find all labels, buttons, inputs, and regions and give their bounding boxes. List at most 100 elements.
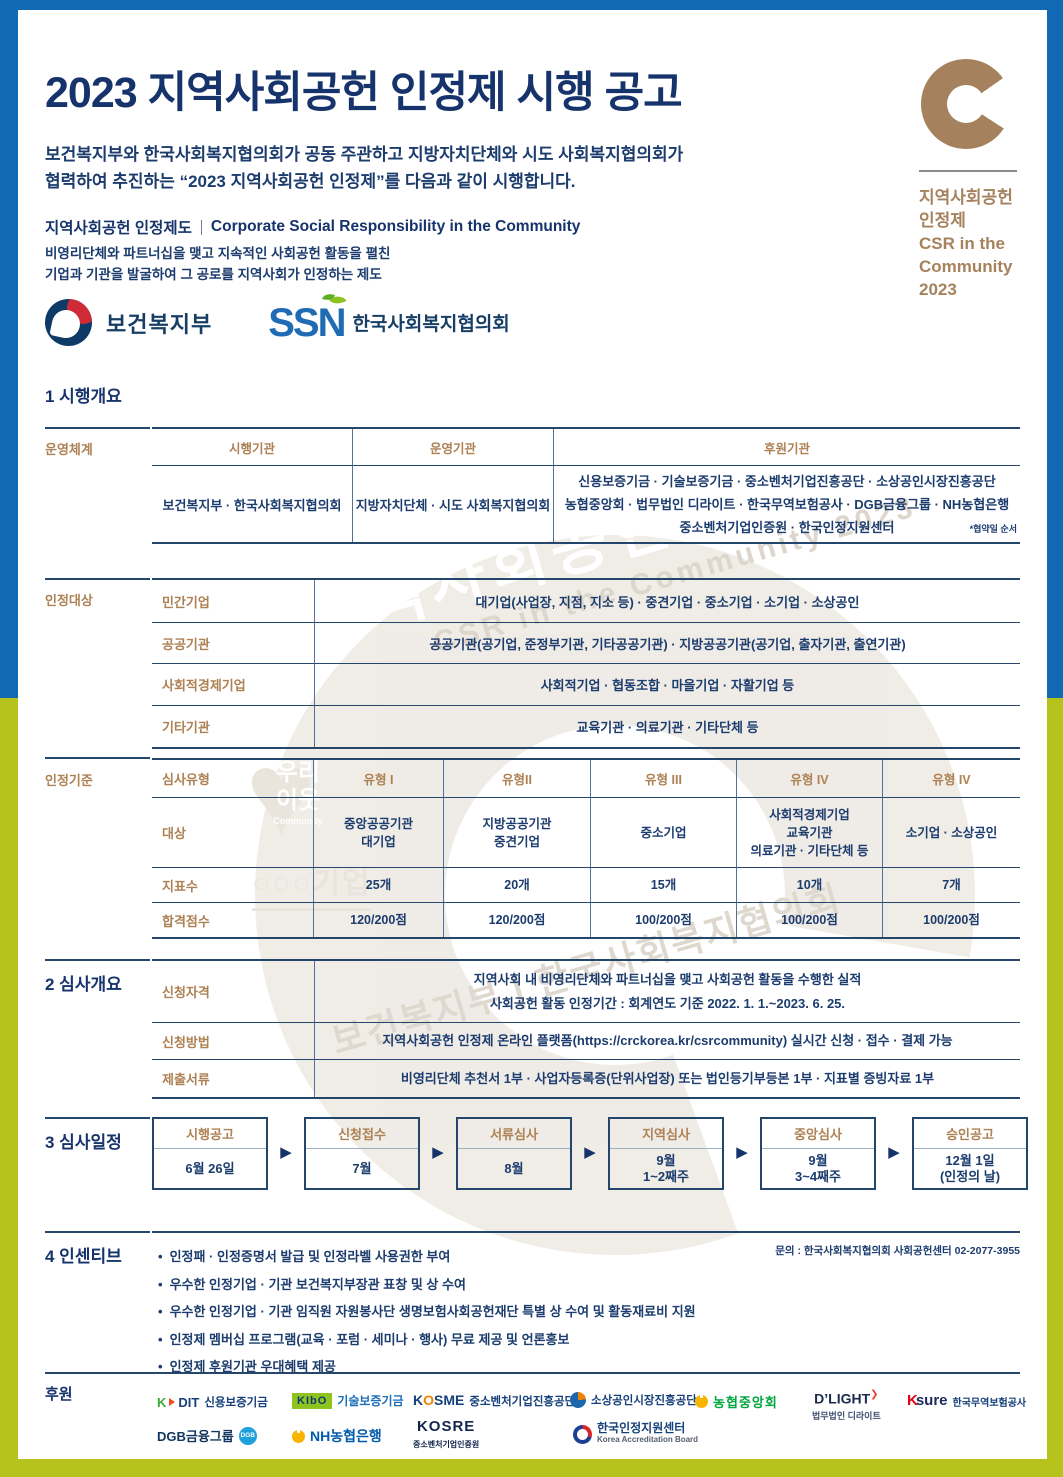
rule [152,1231,1020,1233]
sponsor-ksure: Ksure 한국무역보험공사 [907,1392,1027,1409]
page-title: 2023 지역사회공헌 인정제 시행 공고 [45,69,683,117]
table-cell: 100/200점 [590,902,736,937]
row-label: 민간기업 [162,594,210,610]
table-cell: 교육기관 · 의료기관 · 기타단체 등 [314,705,1020,747]
criteria-table: 심사유형 유형 I 유형II 유형 III 유형 IV 유형 IV 대상 중앙공… [152,758,1020,939]
ssn-logo-text: 한국사회복지협의회 [352,314,510,335]
csr-badge-c-icon [921,59,1011,149]
frame-right [1047,0,1063,1477]
watermark-text: Community [273,816,323,826]
table-cell: 지방공공기관 중견기업 [443,797,590,867]
frame-left [0,0,18,1477]
schedule-step: 승인공고 12월 1일 (인정의 날) [912,1117,1028,1190]
schedule-step: 신청접수 7월 [304,1117,420,1190]
badge-text: 지역사회공헌 인정제 CSR in the Community 2023 [919,188,1013,299]
targets-table: 민간기업 대기업(사업장, 지점, 지소 등) · 중견기업 · 중소기업 · … [152,578,1020,749]
type-header: 유형 IV [736,760,882,797]
type-header: 유형 I [313,760,443,797]
section4-heading: 4 인센티브 [45,1247,122,1266]
dgb-logo-icon: DGB [238,1426,257,1445]
program-subtitle: 지역사회공헌 인정제도 Corporate Social Responsibil… [45,216,580,238]
table-cell: 120/200점 [313,902,443,937]
table-cell: 비영리단체 추천서 1부 · 사업자등록증(단위사업장) 또는 법인등기부등본 … [314,1059,1020,1097]
kibo-logo-icon: KIbO [292,1392,333,1409]
rule [45,1372,1020,1374]
organizer-logos: 보건복지부 SSN 한국사회복지협의회 [45,290,510,346]
ssn-logo: SSN 한국사회복지협의회 [268,290,510,343]
table-cell: 지역사회공헌 인정제 온라인 플랫폼(https://crckorea.kr/c… [314,1022,1020,1059]
sponsor-nh-bank: NH농협은행 [292,1426,382,1446]
type-header: 유형II [443,760,590,797]
rule [45,757,150,759]
table-cell: 20개 [443,867,590,902]
table-cell: 사회적경제기업 교육기관 의료기관 · 기타단체 등 [736,797,882,867]
rule [45,1117,150,1119]
section1-heading: 1 시행개요 [45,387,122,406]
mohw-logo-text: 보건복지부 [106,311,213,337]
sponsors-heading: 후원 [45,1386,73,1403]
schedule-step: 서류심사 8월 [456,1117,572,1190]
type-header: 유형 III [590,760,736,797]
ssn-acronym: SSN [268,290,347,343]
program-description: 비영리단체와 파트너십을 맺고 지속적인 사회공헌 활동을 펼친 기업과 기관을… [45,246,391,282]
row-label: 신청방법 [152,1022,314,1059]
list-item: 인정제 멤버십 프로그램(교육 · 포럼 · 세미나 · 행사) 무료 제공 및… [158,1326,696,1354]
contact-info: 문의 : 한국사회복지협의회 사회공헌센터 02-2077-3955 [775,1245,1020,1257]
table-cell: 사회적기업 · 협동조합 · 마을기업 · 자활기업 등 [314,663,1020,705]
divider [200,219,202,235]
nonghyup-logo-icon [695,1393,708,1408]
sponsor-kodit: K DIT 신용보증기금 [157,1394,268,1410]
list-item: 우수한 인정기업 · 기관 보건복지부장관 표창 및 상 수여 [158,1271,696,1299]
table-cell: 중앙공공기관 대기업 [313,797,443,867]
row-label: 심사유형 [162,772,210,787]
semas-logo-icon [570,1392,586,1408]
sponsor-semas: 소상공인시장진흥공단 [570,1392,697,1408]
side-label-targets: 인정대상 [45,593,93,608]
table-cell: 보건복지부 · 한국사회복지협의회 [162,497,342,513]
table-cell: 신용보증기금 · 기술보증기금 · 중소벤처기업진흥공단 · 소상공인시장진흥공… [553,466,1020,542]
type-header: 유형 IV [882,760,1020,797]
list-item: 우수한 인정기업 · 기관 임직원 자원봉사단 생명보험사회공헌재단 특별 상 … [158,1298,696,1326]
review-table: 신청자격 지역사회 내 비영리단체와 파트너십을 맺고 사회공헌 활동을 수행한… [152,959,1020,1099]
dlight-accent-icon: ❯ [870,1389,879,1400]
row-label: 신청자격 [162,985,210,1000]
program-name-ko: 지역사회공헌 인정제도 [45,220,192,237]
table-cell: 공공기관(공기업, 준정부기관, 기타공공기관) · 지방공공기관(공기업, 출… [314,622,1020,663]
kodit-swoosh-icon [169,1398,176,1406]
table-cell: 120/200점 [443,902,590,937]
row-label: 사회적경제기업 [152,663,314,705]
watermark-text: 이웃 [275,787,321,814]
table-cell: 100/200점 [882,902,1020,937]
rule [45,578,150,580]
sponsor-dlight: D’LIGHT❯ 법무법인 디라이트 [812,1389,881,1422]
row-label: 기타기관 [152,705,314,747]
column-header: 후원기관 [553,429,1020,466]
arrow-right-icon [427,1143,449,1161]
schedule-step: 시행공고 6월 26일 [152,1117,268,1190]
column-header: 시행기관 [152,429,352,466]
table-cell: 7개 [882,867,1020,902]
table-cell: 25개 [313,867,443,902]
table-cell: 15개 [590,867,736,902]
program-name-en: Corporate Social Responsibility in the C… [210,218,581,235]
nh-logo-icon [292,1427,305,1443]
big-c-watermark [255,535,975,1255]
row-label: 제출서류 [152,1059,314,1097]
table-cell: 소기업 · 소상공인 [882,797,1020,867]
schedule-step: 중앙심사 9월 3~4째주 [760,1117,876,1190]
arrow-right-icon [275,1143,297,1161]
arrow-right-icon [883,1143,905,1161]
sponsor-nonghyup: 농협중앙회 [695,1392,778,1411]
table-cell: 지역사회 내 비영리단체와 파트너십을 맺고 사회공헌 활동을 수행한 실적 사… [314,961,1020,1022]
incentive-list: 인정패 · 인정증명서 발급 및 인정라벨 사용권한 부여 우수한 인정기업 ·… [158,1243,696,1381]
sponsor-kab: 한국인정지원센터 Korea Accreditation Board [573,1422,698,1446]
watermark-text: 우리 [275,759,321,786]
mohw-logo-icon [45,299,92,346]
list-item: 인정패 · 인정증명서 발급 및 인정라벨 사용권한 부여 [158,1243,696,1271]
sponsor-kosre: KOSRE 중소벤처기업인증원 [413,1418,480,1449]
frame-bottom [0,1459,1063,1477]
sponsor-kibo: KIbO 기술보증기금 [292,1392,404,1409]
table-cell: 10개 [736,867,882,902]
schedule-step: 지역심사 9월 1~2째주 [608,1117,724,1190]
